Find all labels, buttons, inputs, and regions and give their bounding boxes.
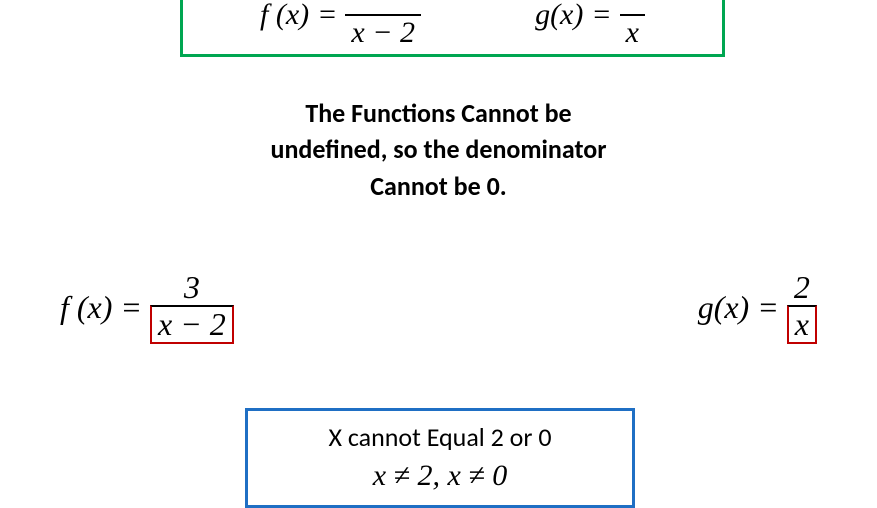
explanation-text: The Functions Cannot be undefined, so th… — [0, 95, 877, 204]
functions-with-denominators: f (x) = 3 x − 2 g(x) = 2 x — [60, 270, 817, 344]
function-g-top: g(x) = x — [535, 0, 645, 49]
f-fraction: 3 x − 2 — [150, 270, 234, 344]
g-fraction: x — [620, 0, 645, 49]
g-label: g(x) — [535, 0, 583, 32]
f-denominator: x − 2 — [345, 14, 421, 49]
g-label: g(x) — [698, 289, 750, 326]
f-fraction: x − 2 — [345, 0, 421, 49]
g-numerator — [623, 0, 643, 14]
g-numerator: 2 — [788, 270, 816, 305]
conclusion-box: X cannot Equal 2 or 0 x ≠ 2, x ≠ 0 — [245, 408, 635, 508]
explanation-line-3: Cannot be 0. — [0, 168, 877, 204]
g-fraction: 2 x — [787, 270, 817, 344]
f-numerator — [373, 0, 393, 14]
f-label: f (x) — [60, 289, 112, 326]
equals: = — [317, 0, 337, 32]
explanation-line-2: undefined, so the denominator — [0, 131, 877, 167]
given-functions-box: f (x) = x − 2 g(x) = x — [180, 0, 725, 57]
conclusion-math: x ≠ 2, x ≠ 0 — [248, 459, 632, 493]
equals: = — [120, 289, 142, 326]
function-f-mid: f (x) = 3 x − 2 — [60, 270, 234, 344]
function-g-mid: g(x) = 2 x — [698, 270, 817, 344]
f-numerator: 3 — [178, 270, 206, 305]
conclusion-caption: X cannot Equal 2 or 0 — [248, 421, 632, 453]
f-denominator-highlighted: x − 2 — [150, 305, 234, 344]
function-f-top: f (x) = x − 2 — [260, 0, 421, 49]
explanation-line-1: The Functions Cannot be — [0, 95, 877, 131]
g-denominator-highlighted: x — [787, 305, 817, 344]
g-denominator: x — [620, 14, 645, 49]
equals: = — [591, 0, 611, 32]
equals: = — [757, 289, 779, 326]
f-label: f (x) — [260, 0, 309, 32]
